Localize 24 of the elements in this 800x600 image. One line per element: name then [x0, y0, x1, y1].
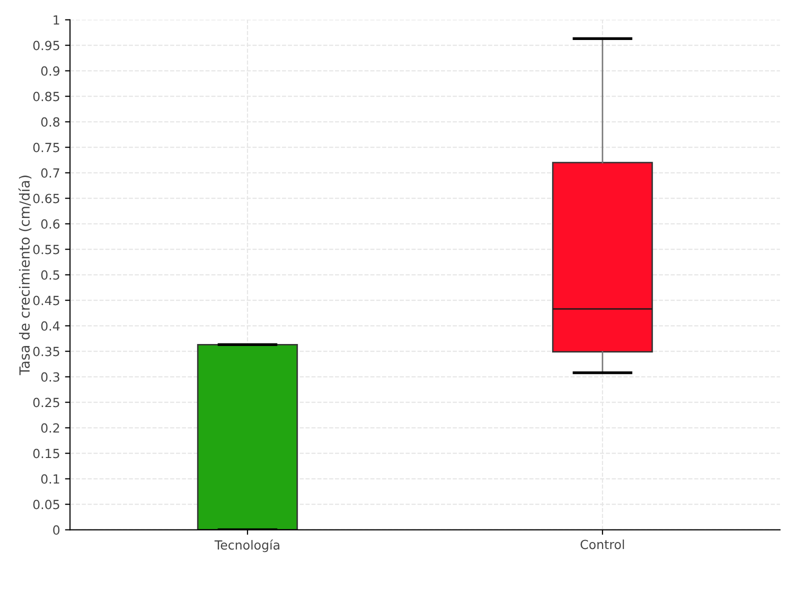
- y-tick-label: 0.85: [33, 92, 60, 102]
- y-tick-label: 0.9: [41, 66, 60, 76]
- y-tick-label: 0.15: [33, 448, 60, 458]
- y-tick-label: 0.65: [33, 194, 60, 204]
- y-tick-label: 0.6: [41, 219, 60, 229]
- y-tick-label: 0.95: [33, 40, 60, 50]
- y-tick-label: 0.2: [41, 423, 60, 433]
- y-tick-label: 1: [54, 15, 60, 25]
- x-tick-label: Tecnología: [214, 540, 280, 552]
- y-tick-label: 0.05: [33, 500, 60, 510]
- y-tick-label: 0.45: [33, 296, 60, 306]
- y-tick-label: 0.4: [41, 321, 60, 331]
- y-axis-title: Tasa de crecimiento (cm/día): [18, 176, 32, 376]
- y-tick-label: 0.7: [41, 168, 60, 178]
- y-tick-label: 0: [53, 525, 60, 535]
- y-tick-label: 0.75: [33, 142, 60, 152]
- y-tick-label: 0.8: [41, 117, 60, 127]
- y-tick-label: 0.25: [33, 398, 60, 408]
- y-tick-label: 0.1: [41, 474, 60, 484]
- x-tick-label: Control: [580, 540, 624, 550]
- y-tick-label: 0.35: [33, 346, 60, 356]
- y-tick-label: 0.55: [33, 244, 60, 254]
- y-tick-label: 0.5: [41, 270, 60, 280]
- y-tick-label: 0.3: [41, 372, 60, 382]
